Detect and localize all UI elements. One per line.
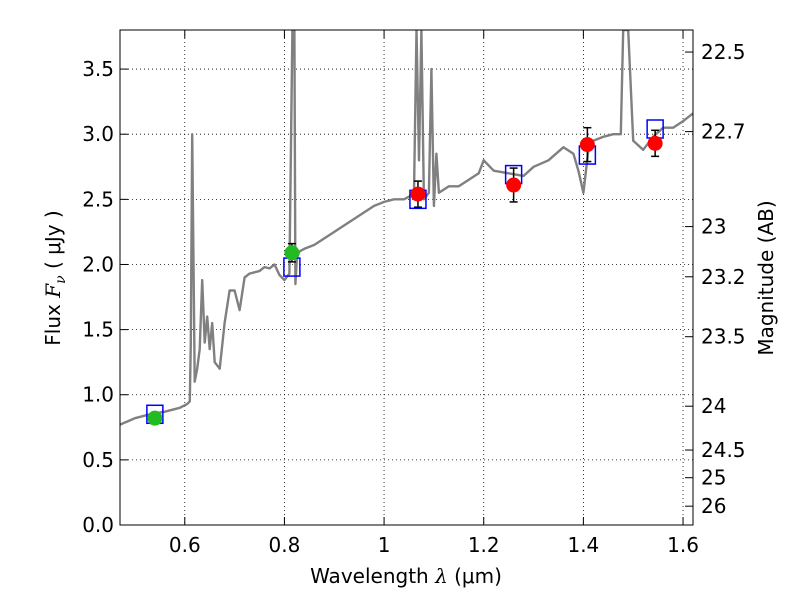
axis-ticks	[120, 30, 693, 526]
plot-area	[120, 30, 693, 426]
x-tick-label-2: 1	[378, 533, 391, 557]
data-point-2	[284, 245, 300, 261]
mag-tick-label-8: 26	[701, 494, 726, 518]
x-tick-label-1: 0.8	[269, 533, 301, 557]
grid-lines	[120, 30, 693, 526]
plot-background	[120, 30, 693, 525]
mag-tick-label-4: 23.5	[701, 325, 746, 349]
x-tick-label-4: 1.4	[567, 533, 599, 557]
y-tick-label-1: 0.5	[82, 448, 114, 472]
y-tick-label-2: 1.0	[82, 383, 114, 407]
y-tick-label-5: 2.5	[82, 187, 114, 211]
mag-tick-label-3: 23.2	[701, 265, 746, 289]
spectrum-line	[120, 30, 693, 426]
mag-tick-label-7: 25	[701, 466, 726, 490]
y-tick-label-4: 2.0	[82, 252, 114, 276]
x-axis-label: Wavelength λ (μm)	[310, 564, 502, 588]
x-tick-label-0: 0.6	[169, 533, 201, 557]
data-point-1	[147, 410, 163, 426]
y-tick-label-3: 1.5	[82, 318, 114, 342]
y-tick-label-0: 0.0	[82, 513, 114, 537]
data-point-5	[579, 137, 595, 153]
mag-tick-label-0: 22.5	[701, 40, 746, 64]
y-tick-label-7: 3.5	[82, 57, 114, 81]
y-axis-right-label: Magnitude (AB)	[754, 200, 778, 355]
data-point-6	[647, 135, 663, 151]
mag-tick-label-2: 23	[701, 215, 726, 239]
data-point-4	[506, 177, 522, 193]
mag-tick-label-1: 22.7	[701, 120, 746, 144]
y-tick-label-6: 3.0	[82, 122, 114, 146]
mag-tick-label-5: 24	[701, 394, 726, 418]
x-tick-label-5: 1.6	[667, 533, 699, 557]
y-axis-label: Flux Fν ( μJy )	[41, 210, 69, 345]
mag-tick-label-6: 24.5	[701, 438, 746, 462]
tick-labels: 0.6 0.8 1 1.2 1.4 1.6 0.0 0.5 1.0 1.5 2.0 2.5 3.0 3.5…	[82, 40, 745, 557]
x-tick-label-3: 1.2	[468, 533, 500, 557]
data-point-3	[410, 186, 426, 202]
plot-frame	[119, 29, 694, 526]
